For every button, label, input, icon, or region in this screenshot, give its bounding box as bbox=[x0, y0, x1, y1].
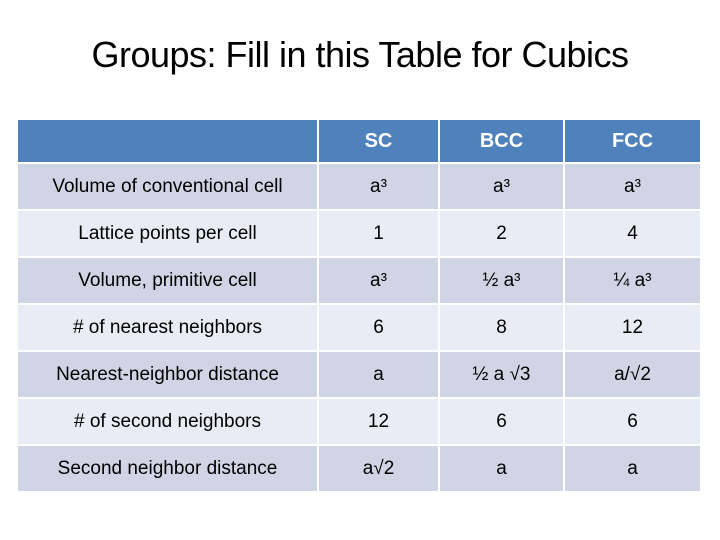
table-row: Nearest-neighbor distance a ½ a √3 a/√2 bbox=[16, 350, 702, 399]
table-row: Volume of conventional cell a³ a³ a³ bbox=[16, 162, 702, 211]
cell-sc-value: 12 bbox=[317, 397, 440, 446]
cell-fcc-value: 12 bbox=[563, 303, 702, 352]
table-row: Second neighbor distance a√2 a a bbox=[16, 444, 702, 493]
row-label: Second neighbor distance bbox=[16, 444, 319, 493]
cell-bcc-value: 8 bbox=[438, 303, 565, 352]
row-label: Nearest-neighbor distance bbox=[16, 350, 319, 399]
cell-bcc-value: a bbox=[438, 444, 565, 493]
cell-fcc-value: ¼ a³ bbox=[563, 256, 702, 305]
cubics-table: SC BCC FCC Volume of conventional cell a… bbox=[16, 118, 702, 493]
cell-sc-value: a√2 bbox=[317, 444, 440, 493]
cell-sc-value: a³ bbox=[317, 162, 440, 211]
header-cell-sc: SC bbox=[317, 118, 440, 164]
header-cell-bcc: BCC bbox=[438, 118, 565, 164]
cell-sc-value: 6 bbox=[317, 303, 440, 352]
cell-sc-value: a bbox=[317, 350, 440, 399]
table-header-row: SC BCC FCC bbox=[16, 118, 702, 164]
cell-bcc-value: ½ a³ bbox=[438, 256, 565, 305]
row-label: # of second neighbors bbox=[16, 397, 319, 446]
row-label: Volume, primitive cell bbox=[16, 256, 319, 305]
table-row: # of second neighbors 12 6 6 bbox=[16, 397, 702, 446]
cell-fcc-value: a bbox=[563, 444, 702, 493]
cell-fcc-value: a³ bbox=[563, 162, 702, 211]
table-row: # of nearest neighbors 6 8 12 bbox=[16, 303, 702, 352]
cell-bcc-value: 6 bbox=[438, 397, 565, 446]
row-label: # of nearest neighbors bbox=[16, 303, 319, 352]
cell-fcc-value: 4 bbox=[563, 209, 702, 258]
cell-bcc-value: a³ bbox=[438, 162, 565, 211]
cell-fcc-value: a/√2 bbox=[563, 350, 702, 399]
header-cell-fcc: FCC bbox=[563, 118, 702, 164]
cell-bcc-value: 2 bbox=[438, 209, 565, 258]
slide-title: Groups: Fill in this Table for Cubics bbox=[91, 34, 629, 75]
row-label: Lattice points per cell bbox=[16, 209, 319, 258]
cell-sc-value: a³ bbox=[317, 256, 440, 305]
cell-bcc-value: ½ a √3 bbox=[438, 350, 565, 399]
header-cell-empty bbox=[16, 118, 319, 164]
row-label: Volume of conventional cell bbox=[16, 162, 319, 211]
cell-sc-value: 1 bbox=[317, 209, 440, 258]
table-row: Volume, primitive cell a³ ½ a³ ¼ a³ bbox=[16, 256, 702, 305]
cell-fcc-value: 6 bbox=[563, 397, 702, 446]
table-row: Lattice points per cell 1 2 4 bbox=[16, 209, 702, 258]
